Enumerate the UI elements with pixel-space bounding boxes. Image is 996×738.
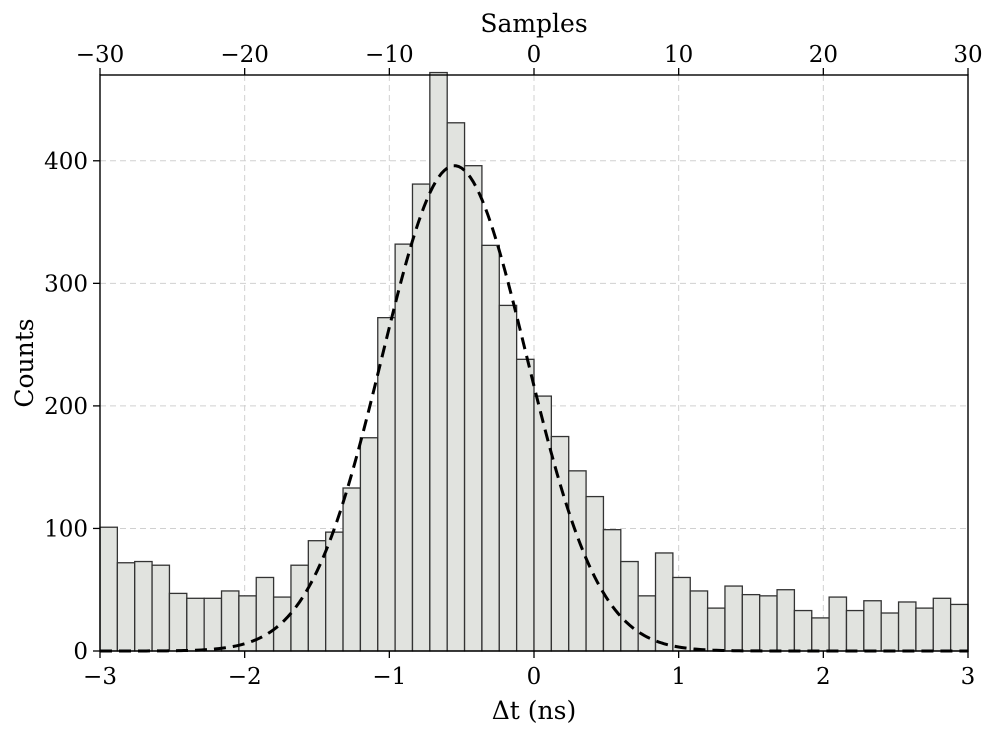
top-tick-label-1: −20 (220, 42, 269, 68)
histogram-bar-26 (550, 435, 570, 652)
histogram-bar-35 (706, 607, 726, 652)
top-tick-label-6: 30 (953, 42, 982, 68)
top-axis-title: Samples (480, 9, 587, 38)
histogram-bar-0 (99, 526, 119, 652)
x-tick-label-0: −3 (83, 664, 117, 690)
histogram-bar-30 (620, 560, 639, 652)
axis-ticks (93, 68, 969, 658)
x-tick-label-3: 0 (527, 664, 542, 690)
histogram-bar-36 (724, 585, 743, 652)
histogram-bar-46 (897, 601, 917, 652)
histogram-bar-48 (932, 597, 952, 652)
y-tick-label-0: 0 (73, 639, 88, 665)
top-tick-label-5: 20 (809, 42, 838, 68)
histogram-bar-22 (481, 244, 500, 652)
y-tick-label-1: 100 (44, 516, 88, 542)
histogram-bar-4 (168, 592, 188, 652)
x-tick-label-1: −2 (228, 664, 262, 690)
histogram-bar-1 (116, 562, 136, 652)
histogram-bar-38 (759, 595, 778, 652)
histogram-bar-20 (446, 122, 466, 652)
histogram-bar-45 (880, 612, 900, 652)
top-tick-label-3: 0 (527, 42, 542, 68)
x-tick-label-5: 2 (816, 664, 831, 690)
histogram-bar-29 (602, 529, 622, 652)
histogram-bar-43 (845, 609, 865, 652)
histogram-bar-25 (533, 395, 553, 652)
histogram-bar-11 (290, 564, 309, 652)
histogram-bar-42 (828, 596, 848, 652)
histogram-bar-39 (776, 589, 796, 652)
y-tick-label-4: 400 (44, 149, 88, 175)
y-axis-title: Counts (10, 318, 39, 407)
top-tick-label-4: 10 (664, 42, 693, 68)
x-tick-label-6: 3 (961, 664, 976, 690)
top-tick-label-2: −10 (365, 42, 414, 68)
histogram-bar-44 (863, 600, 882, 652)
gaussian-fit-curve (100, 164, 968, 653)
histogram-bar-27 (568, 470, 587, 652)
histogram-bar-2 (134, 560, 153, 652)
histogram-bar-14 (342, 487, 362, 652)
x-tick-label-4: 1 (671, 664, 686, 690)
y-tick-label-2: 200 (44, 394, 88, 420)
histogram-bar-15 (359, 437, 379, 652)
histogram-bar-21 (463, 165, 483, 652)
histogram-bar-49 (949, 603, 969, 652)
histogram-bar-41 (811, 617, 830, 652)
histogram-bar-24 (515, 358, 535, 652)
histogram-bar-8 (238, 595, 257, 652)
histogram-bar-3 (151, 564, 171, 652)
histogram-bar-34 (689, 590, 709, 652)
histogram-bar-13 (325, 531, 344, 652)
x-axis-title: Δt (ns) (492, 696, 577, 725)
y-tick-label-3: 300 (44, 271, 88, 297)
histogram-bar-32 (654, 552, 674, 652)
histogram-bar-5 (186, 597, 205, 652)
top-tick-label-0: −30 (76, 42, 125, 68)
histogram-bar-47 (915, 607, 934, 652)
histogram-bar-23 (498, 304, 518, 652)
histogram-bar-31 (637, 595, 657, 652)
histogram-bar-7 (220, 590, 240, 652)
histogram-bar-19 (429, 71, 448, 652)
histogram-bar-17 (394, 243, 414, 652)
histogram-bar-37 (741, 593, 761, 652)
histogram-bar-6 (203, 597, 223, 652)
histogram-bar-18 (411, 183, 431, 652)
x-tick-label-2: −1 (372, 664, 406, 690)
histogram-bar-10 (272, 596, 292, 652)
histogram-bar-40 (793, 609, 813, 652)
histogram-bars (99, 71, 969, 652)
histogram-bar-33 (672, 576, 691, 652)
